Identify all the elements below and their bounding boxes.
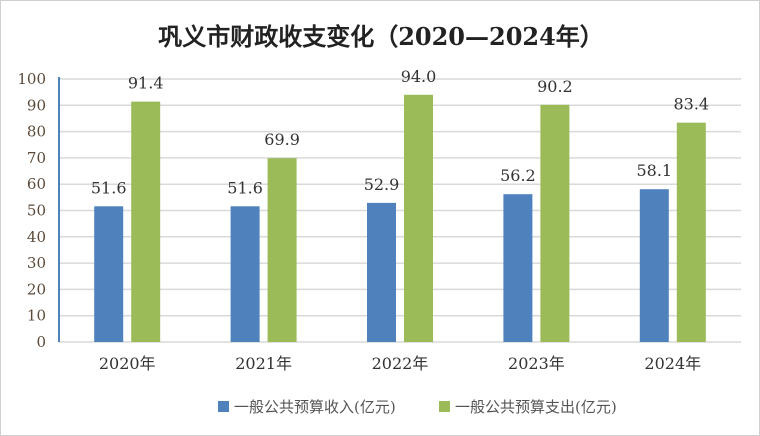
data-label: 69.9 xyxy=(264,130,300,149)
y-tick-label: 0 xyxy=(36,333,46,351)
legend-label: 一般公共预算支出(亿元) xyxy=(455,398,617,416)
data-label: 83.4 xyxy=(673,95,709,114)
bar-revenue xyxy=(639,189,669,342)
data-label: 51.6 xyxy=(91,178,127,197)
legend-swatch xyxy=(218,401,229,412)
bar-expenditure xyxy=(267,158,297,342)
bar-revenue xyxy=(94,206,124,342)
data-label: 58.1 xyxy=(636,161,672,180)
bar-expenditure xyxy=(540,104,570,342)
chart-title: 巩义市财政收支变化（2020—2024年） xyxy=(158,22,604,51)
x-tick-label: 2023年 xyxy=(508,354,565,373)
y-tick-label: 90 xyxy=(27,96,46,114)
bar-expenditure xyxy=(131,101,161,342)
data-label: 56.2 xyxy=(500,166,536,185)
data-label: 91.4 xyxy=(128,74,164,93)
bar-revenue xyxy=(367,202,396,342)
x-tick-label: 2020年 xyxy=(99,354,156,373)
bar-expenditure xyxy=(404,94,433,342)
data-label: 90.2 xyxy=(537,77,573,96)
bar-revenue xyxy=(503,194,533,342)
x-tick-label: 2021年 xyxy=(235,354,292,373)
y-tick-label: 70 xyxy=(27,149,46,167)
data-label: 52.9 xyxy=(364,175,400,194)
data-label: 51.6 xyxy=(227,178,263,197)
x-tick-label: 2024年 xyxy=(644,354,701,373)
bar-expenditure xyxy=(676,122,706,343)
y-tick-label: 40 xyxy=(27,228,46,246)
bar-revenue xyxy=(230,206,260,342)
y-tick-label: 80 xyxy=(27,123,46,141)
data-label: 94.0 xyxy=(401,67,437,86)
y-tick-label: 30 xyxy=(27,254,46,272)
y-tick-label: 10 xyxy=(27,307,46,325)
x-tick-label: 2022年 xyxy=(372,354,429,373)
y-tick-label: 60 xyxy=(27,175,46,193)
y-tick-label: 20 xyxy=(27,280,46,298)
legend-label: 一般公共预算收入(亿元) xyxy=(234,398,396,416)
y-tick-label: 50 xyxy=(27,202,46,220)
legend-swatch xyxy=(439,401,450,412)
y-tick-label: 100 xyxy=(17,70,46,88)
